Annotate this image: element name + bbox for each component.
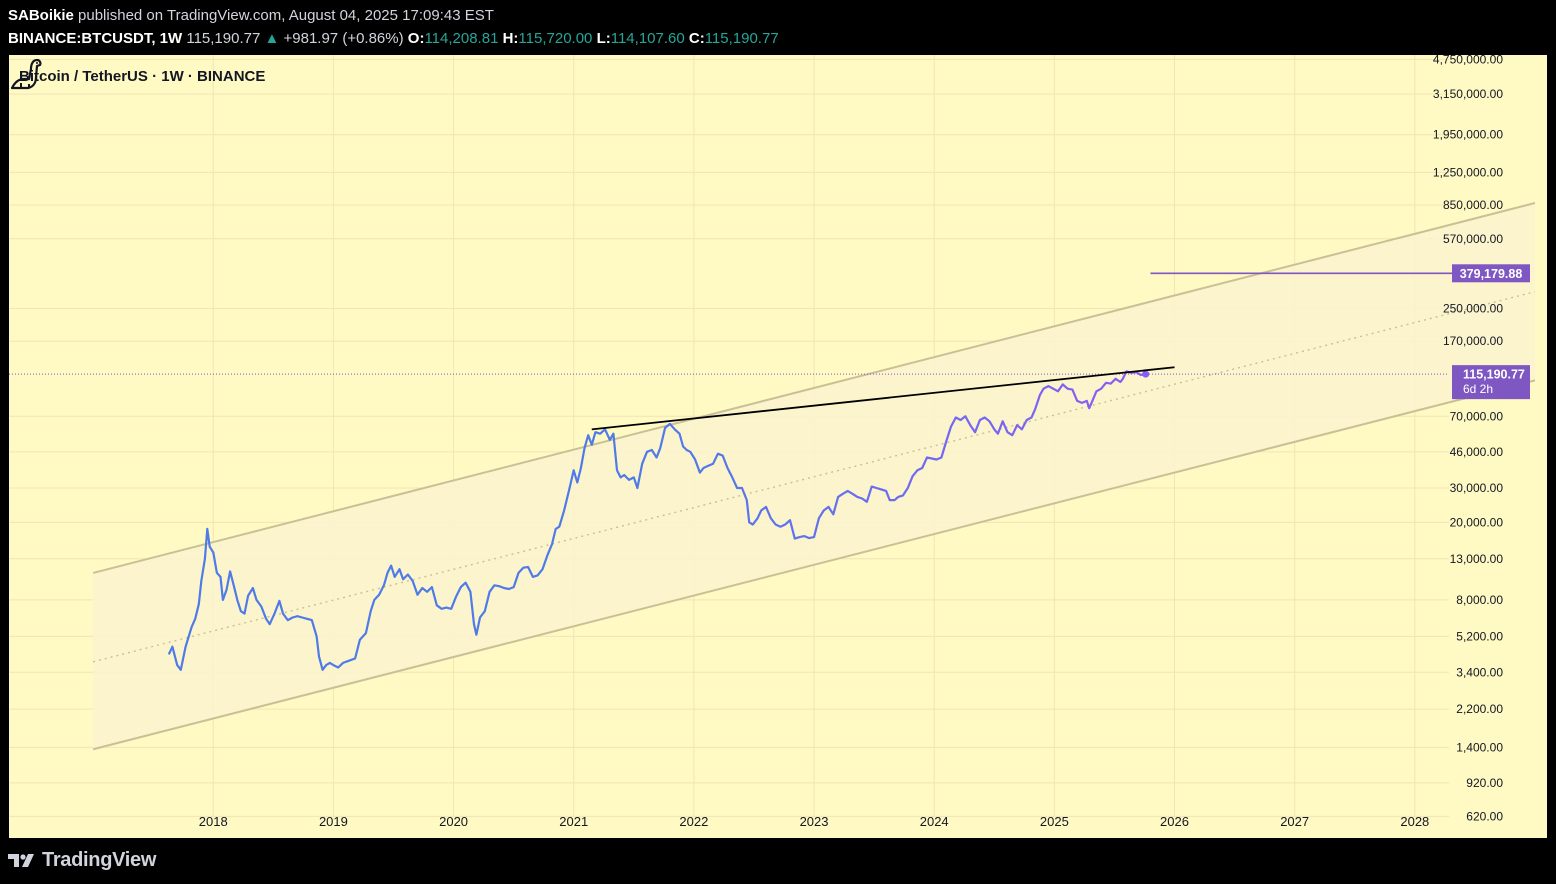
- high-value: 115,720.00: [518, 30, 593, 47]
- chart-panel[interactable]: 4,750,000.00 3,150,000.00 1,950,000.00 1,25…: [9, 55, 1547, 838]
- y-axis-tick-label: 850,000.00: [1443, 198, 1503, 212]
- x-axis-tick-label: 2018: [199, 814, 228, 829]
- y-axis-tick-label: 250,000.00: [1443, 302, 1503, 316]
- y-axis-tick-label: 2,200.00: [1456, 702, 1503, 716]
- last-price-label-bg: [1452, 365, 1530, 400]
- publish-info: SABoikie published on TradingView.com, A…: [8, 7, 494, 24]
- low-label: L:: [596, 30, 611, 47]
- high-label: H:: [502, 30, 519, 47]
- x-axis-tick-label: 2021: [559, 814, 588, 829]
- y-axis-tick-label: 3,150,000.00: [1433, 87, 1503, 101]
- y-axis-tick-label: 30,000.00: [1450, 481, 1504, 495]
- channel-median-line[interactable]: [92, 291, 1536, 663]
- x-axis-tick-label: 2022: [679, 814, 708, 829]
- target-price-label: 379,179.88: [1460, 267, 1523, 281]
- close-value: 115,190.77: [704, 30, 779, 47]
- close-label: C:: [688, 30, 705, 47]
- author-name[interactable]: SABoikie: [8, 7, 74, 24]
- y-axis-tick-label: 570,000.00: [1443, 232, 1503, 246]
- dinosaur-icon: [10, 58, 42, 90]
- interval: 1W: [159, 30, 183, 47]
- channel-upper-line[interactable]: [92, 202, 1536, 574]
- x-axis-tick-label: 2027: [1280, 814, 1309, 829]
- last-price: 115,190.77: [186, 30, 261, 47]
- footer-brand-text: TradingView: [42, 848, 157, 871]
- x-axis-tick-label: 2020: [439, 814, 468, 829]
- y-axis-tick-label: 1,400.00: [1456, 740, 1503, 754]
- x-axis-tick-label: 2023: [800, 814, 829, 829]
- symbol-ohlc-line: BINANCE:BTCUSDT, 1W 115,190.77 ▲ +981.97…: [8, 30, 779, 47]
- symbol: BINANCE:BTCUSDT: [8, 30, 152, 47]
- up-arrow-icon: ▲: [264, 30, 280, 47]
- tradingview-logo-icon: [8, 854, 34, 867]
- x-axis-tick-label: 2025: [1040, 814, 1069, 829]
- y-axis-tick-label: 3,400.00: [1456, 665, 1503, 679]
- y-axis-tick-label: 8,000.00: [1456, 593, 1503, 607]
- footer-brand[interactable]: TradingView: [8, 848, 156, 872]
- chart-title: Bitcoin / TetherUS · 1W · BINANCE: [19, 68, 266, 85]
- resistance-trendline[interactable]: [591, 366, 1175, 431]
- bar-countdown-label: 6d 2h: [1463, 382, 1493, 396]
- price-series-line[interactable]: [167, 370, 1146, 671]
- price-chart[interactable]: 4,750,000.00 3,150,000.00 1,950,000.00 1,25…: [9, 55, 1547, 838]
- y-axis-tick-label: 70,000.00: [1450, 409, 1504, 423]
- price-change: +981.97 (+0.86%): [283, 30, 404, 47]
- y-axis-tick-label: 920.00: [1466, 776, 1503, 790]
- y-axis-tick-label: 170,000.00: [1443, 334, 1503, 348]
- last-price-point: [1142, 370, 1150, 378]
- y-axis-tick-label: 1,950,000.00: [1433, 128, 1503, 142]
- y-axis-tick-label: 1,250,000.00: [1433, 165, 1503, 179]
- channel-lower-line[interactable]: [92, 379, 1536, 751]
- x-axis-tick-label: 2026: [1160, 814, 1189, 829]
- y-axis-tick-label: 620.00: [1466, 809, 1503, 823]
- x-axis-tick-label: 2019: [319, 814, 348, 829]
- last-price-label: 115,190.77: [1463, 368, 1525, 382]
- open-label: O:: [407, 30, 425, 47]
- x-axis-tick-label: 2024: [920, 814, 949, 829]
- published-text: published on TradingView.com, August 04,…: [78, 7, 494, 24]
- y-axis-tick-label: 5,200.00: [1456, 629, 1503, 643]
- y-axis-tick-label: 13,000.00: [1450, 552, 1504, 566]
- y-axis-tick-label: 4,750,000.00: [1433, 55, 1503, 66]
- low-value: 114,107.60: [610, 30, 685, 47]
- open-value: 114,208.81: [424, 30, 499, 47]
- y-axis-tick-label: 20,000.00: [1450, 515, 1504, 529]
- target-price-label-bg: [1452, 264, 1530, 283]
- x-axis-tick-label: 2028: [1400, 814, 1429, 829]
- y-axis-tick-label: 46,000.00: [1450, 445, 1504, 459]
